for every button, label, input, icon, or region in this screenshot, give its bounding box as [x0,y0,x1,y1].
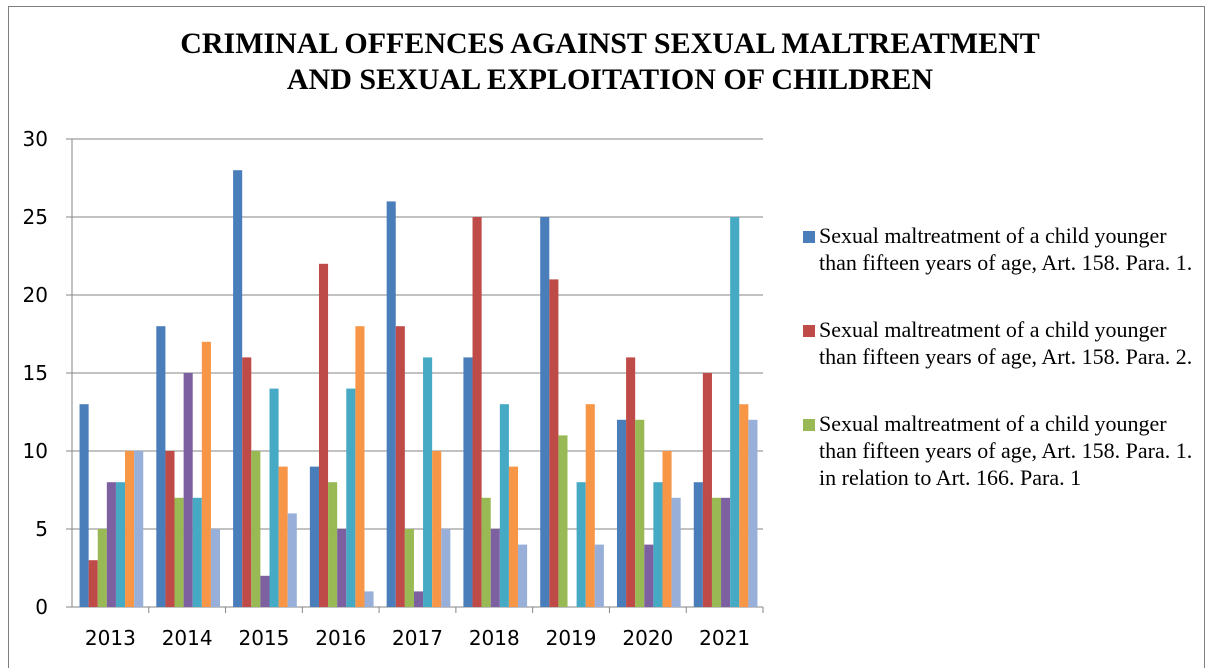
chart-title: CRIMINAL OFFENCES AGAINST SEXUAL MALTREA… [60,26,1160,98]
x-tick-label-2019: 2019 [546,626,597,650]
legend-item-series-1: Sexual maltreatment of a child younger t… [803,222,1203,276]
x-tick-label-2020: 2020 [622,626,673,650]
x-tick-label-2013: 2013 [85,626,136,650]
legend-item-series-2: Sexual maltreatment of a child younger t… [803,316,1203,370]
bar-2019-series-2 [549,279,559,607]
legend-swatch-2 [803,325,815,337]
bar-2020-series-6 [662,451,672,607]
bar-2013-series-7 [134,451,144,607]
bar-2016-series-5 [346,388,356,607]
bar-2013-series-2 [88,560,98,607]
bar-2019-series-1 [540,217,550,607]
bar-2021-series-7 [748,419,758,607]
bar-2020-series-5 [653,482,663,607]
bar-2015-series-3 [251,451,261,607]
y-tick-label: 5 [35,517,48,541]
bar-2017-series-4 [413,591,424,607]
bar-2021-series-2 [702,373,712,607]
y-tick-labels: 0 5 10 15 20 25 30 [23,127,48,619]
bar-2021-series-3 [711,497,722,607]
gridlines [72,138,763,530]
x-tick-label-2018: 2018 [469,626,520,650]
bar-2020-series-4 [644,544,654,607]
bar-2014-series-1 [156,326,166,607]
bar-2017-series-7 [441,529,451,607]
bar-2018-series-7 [518,544,528,607]
y-tick-label: 0 [35,595,48,619]
bar-2013-series-1 [79,404,89,607]
bar-2018-series-6 [508,466,519,607]
bar-2021-series-4 [721,497,731,607]
y-tick-label: 25 [23,205,48,229]
bar-2017-series-2 [395,326,405,607]
bar-2016-series-3 [328,482,338,607]
bar-2013-series-6 [125,451,135,607]
bar-2013-series-3 [97,529,107,607]
bar-2016-series-4 [337,529,347,607]
x-tick-label-2016: 2016 [315,626,366,650]
bar-2016-series-6 [355,326,365,607]
x-tick-label-2014: 2014 [162,626,213,650]
bar-2014-series-4 [183,373,193,607]
legend-swatch-3 [803,419,815,431]
bar-2019-series-7 [594,544,604,607]
bar-2017-series-5 [423,357,433,607]
x-tick-label-2017: 2017 [392,626,443,650]
bar-2020-series-2 [626,357,636,607]
bar-2014-series-6 [201,341,211,607]
bar-2018-series-5 [499,404,509,607]
bar-2017-series-6 [432,451,442,607]
bar-2013-series-4 [106,482,116,607]
bar-2021-series-1 [693,482,703,607]
bar-2014-series-5 [192,497,202,607]
bar-2013-series-5 [115,482,126,607]
bar-2015-series-6 [278,466,288,607]
bar-2018-series-1 [463,357,473,607]
legend-label-2: Sexual maltreatment of a child younger t… [819,317,1193,369]
bar-2021-series-5 [730,217,740,607]
bar-2015-series-2 [242,357,252,607]
y-tick-label: 15 [23,361,48,385]
bar-2015-series-4 [260,575,270,607]
x-tick-label-2015: 2015 [238,626,289,650]
bar-2020-series-1 [616,419,627,607]
legend-swatch-1 [803,231,815,243]
bar-2014-series-2 [165,451,175,607]
bar-2015-series-1 [233,170,243,607]
bar-2019-series-6 [585,404,595,607]
bars [79,170,758,607]
bar-2018-series-2 [472,217,482,607]
bar-2016-series-7 [364,591,374,607]
chart-title-line-2: AND SEXUAL EXPLOITATION OF CHILDREN [286,63,934,96]
y-tick-label: 10 [23,439,48,463]
bar-2017-series-1 [386,201,396,607]
y-tick-label: 20 [23,283,48,307]
bar-2014-series-3 [174,497,184,607]
bar-2016-series-1 [309,466,319,607]
bar-2019-series-3 [558,435,568,607]
bar-2015-series-7 [287,513,297,607]
y-tick-label: 30 [23,127,48,151]
bar-2021-series-6 [739,404,749,607]
bar-2016-series-2 [318,263,329,607]
x-tick-label-2021: 2021 [699,626,750,650]
legend-item-series-3: Sexual maltreatment of a child younger t… [803,410,1203,491]
legend-label-3: Sexual maltreatment of a child younger t… [819,411,1193,490]
bar-2020-series-3 [635,419,645,607]
chart-title-line-1: CRIMINAL OFFENCES AGAINST SEXUAL MALTREA… [180,27,1040,60]
legend-label-1: Sexual maltreatment of a child younger t… [819,223,1193,275]
x-tick-labels: 2013 2014 2015 2016 2017 2018 2019 2020 2021 [85,626,750,650]
bar-2018-series-3 [481,497,491,607]
legend: Sexual maltreatment of a child younger t… [803,222,1203,531]
bar-2019-series-5 [576,482,586,607]
bar-2017-series-3 [404,529,414,607]
bar-2014-series-7 [210,529,221,607]
bar-2018-series-4 [490,529,500,607]
bar-2020-series-7 [671,497,681,607]
bar-2015-series-5 [269,388,279,607]
